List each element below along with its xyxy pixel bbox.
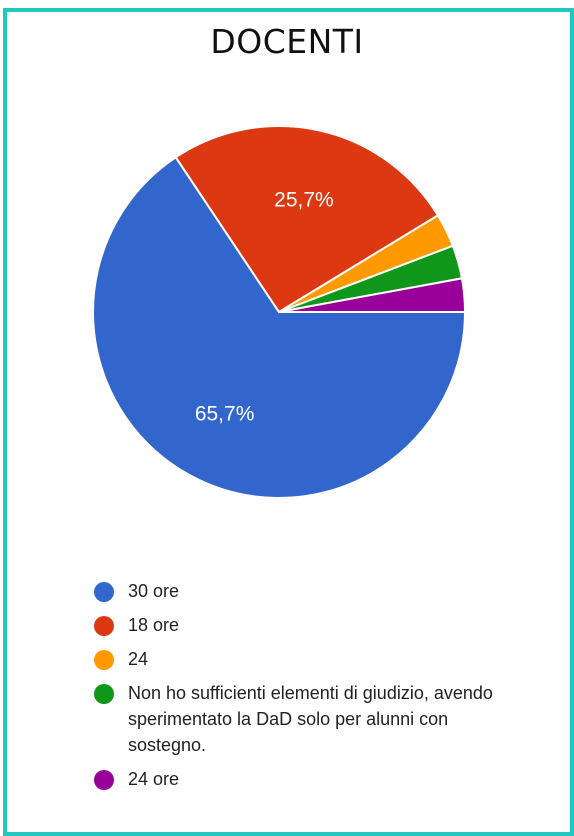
legend-item-non-ho-sufficienti-eleme: Non ho sufficienti elementi di giudizio,… — [94, 680, 524, 758]
legend-label: Non ho sufficienti elementi di giudizio,… — [128, 683, 493, 755]
legend-swatch — [94, 616, 114, 636]
legend-label: 24 ore — [128, 769, 180, 789]
legend-swatch — [94, 770, 114, 790]
legend-label: 18 ore — [128, 615, 180, 635]
chart-title: DOCENTI — [210, 22, 364, 61]
data-label-30-ore: 65,7% — [195, 403, 255, 426]
legend-label: 24 — [128, 649, 149, 669]
pie-slice-30-ore — [92, 155, 467, 499]
data-label-18-ore: 25,7% — [274, 188, 334, 211]
legend-swatch — [94, 582, 114, 602]
legend-item-30-ore: 30 ore — [94, 578, 524, 604]
legend-item-18-ore: 18 ore — [94, 612, 524, 638]
legend-item-24: 24 — [94, 646, 524, 672]
pie-slice-18-ore — [174, 125, 440, 314]
chart-legend: 30 ore 18 ore 24 Non ho sufficienti element… — [94, 578, 524, 800]
legend-label: 30 ore — [128, 581, 180, 601]
pie-slice-24-ore — [278, 277, 467, 313]
legend-swatch — [94, 684, 114, 704]
legend-item-24-ore: 24 ore — [94, 766, 524, 792]
legend-swatch — [94, 650, 114, 670]
